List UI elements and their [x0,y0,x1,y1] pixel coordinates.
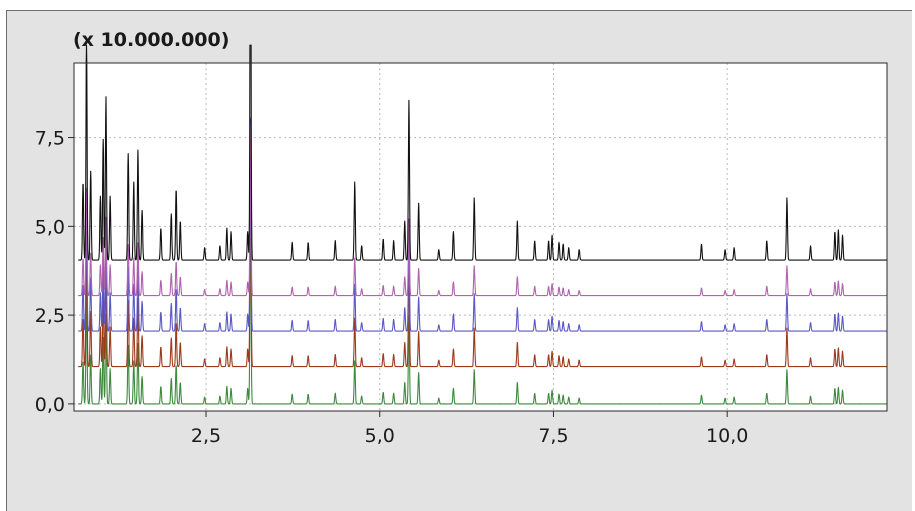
series-line-2 [77,117,888,332]
y-tick-label-1: 2,5 [35,305,65,327]
y-scale-multiplier: (x 10.000.000) [73,29,229,51]
y-tick-label-2: 5,0 [35,216,65,238]
chromatogram-chart: (x 10.000.000) 2,5 5,0 7,5 10,0 0,0 2,5 5,0 7,5 [35,29,888,447]
series-line-1 [77,145,888,368]
x-tick-label-1: 5,0 [365,425,395,447]
series-line-3 [77,124,888,297]
series-line-0 [77,208,888,405]
plot-frame [73,62,888,412]
series-line-4 [77,44,888,261]
grid [74,63,887,411]
plot-background [74,63,887,411]
y-tick-label-3: 7,5 [35,128,65,150]
x-tick-label-2: 7,5 [538,425,568,447]
axes: 2,5 5,0 7,5 10,0 0,0 2,5 5,0 7,5 [35,128,749,447]
x-tick-label-3: 10,0 [706,425,748,447]
chromatogram-panel: (x 10.000.000) 2,5 5,0 7,5 10,0 0,0 2,5 5,0 7,5 [6,10,912,511]
x-tick-label-0: 2,5 [191,425,221,447]
series-group [77,44,888,405]
y-tick-label-0: 0,0 [35,394,65,416]
